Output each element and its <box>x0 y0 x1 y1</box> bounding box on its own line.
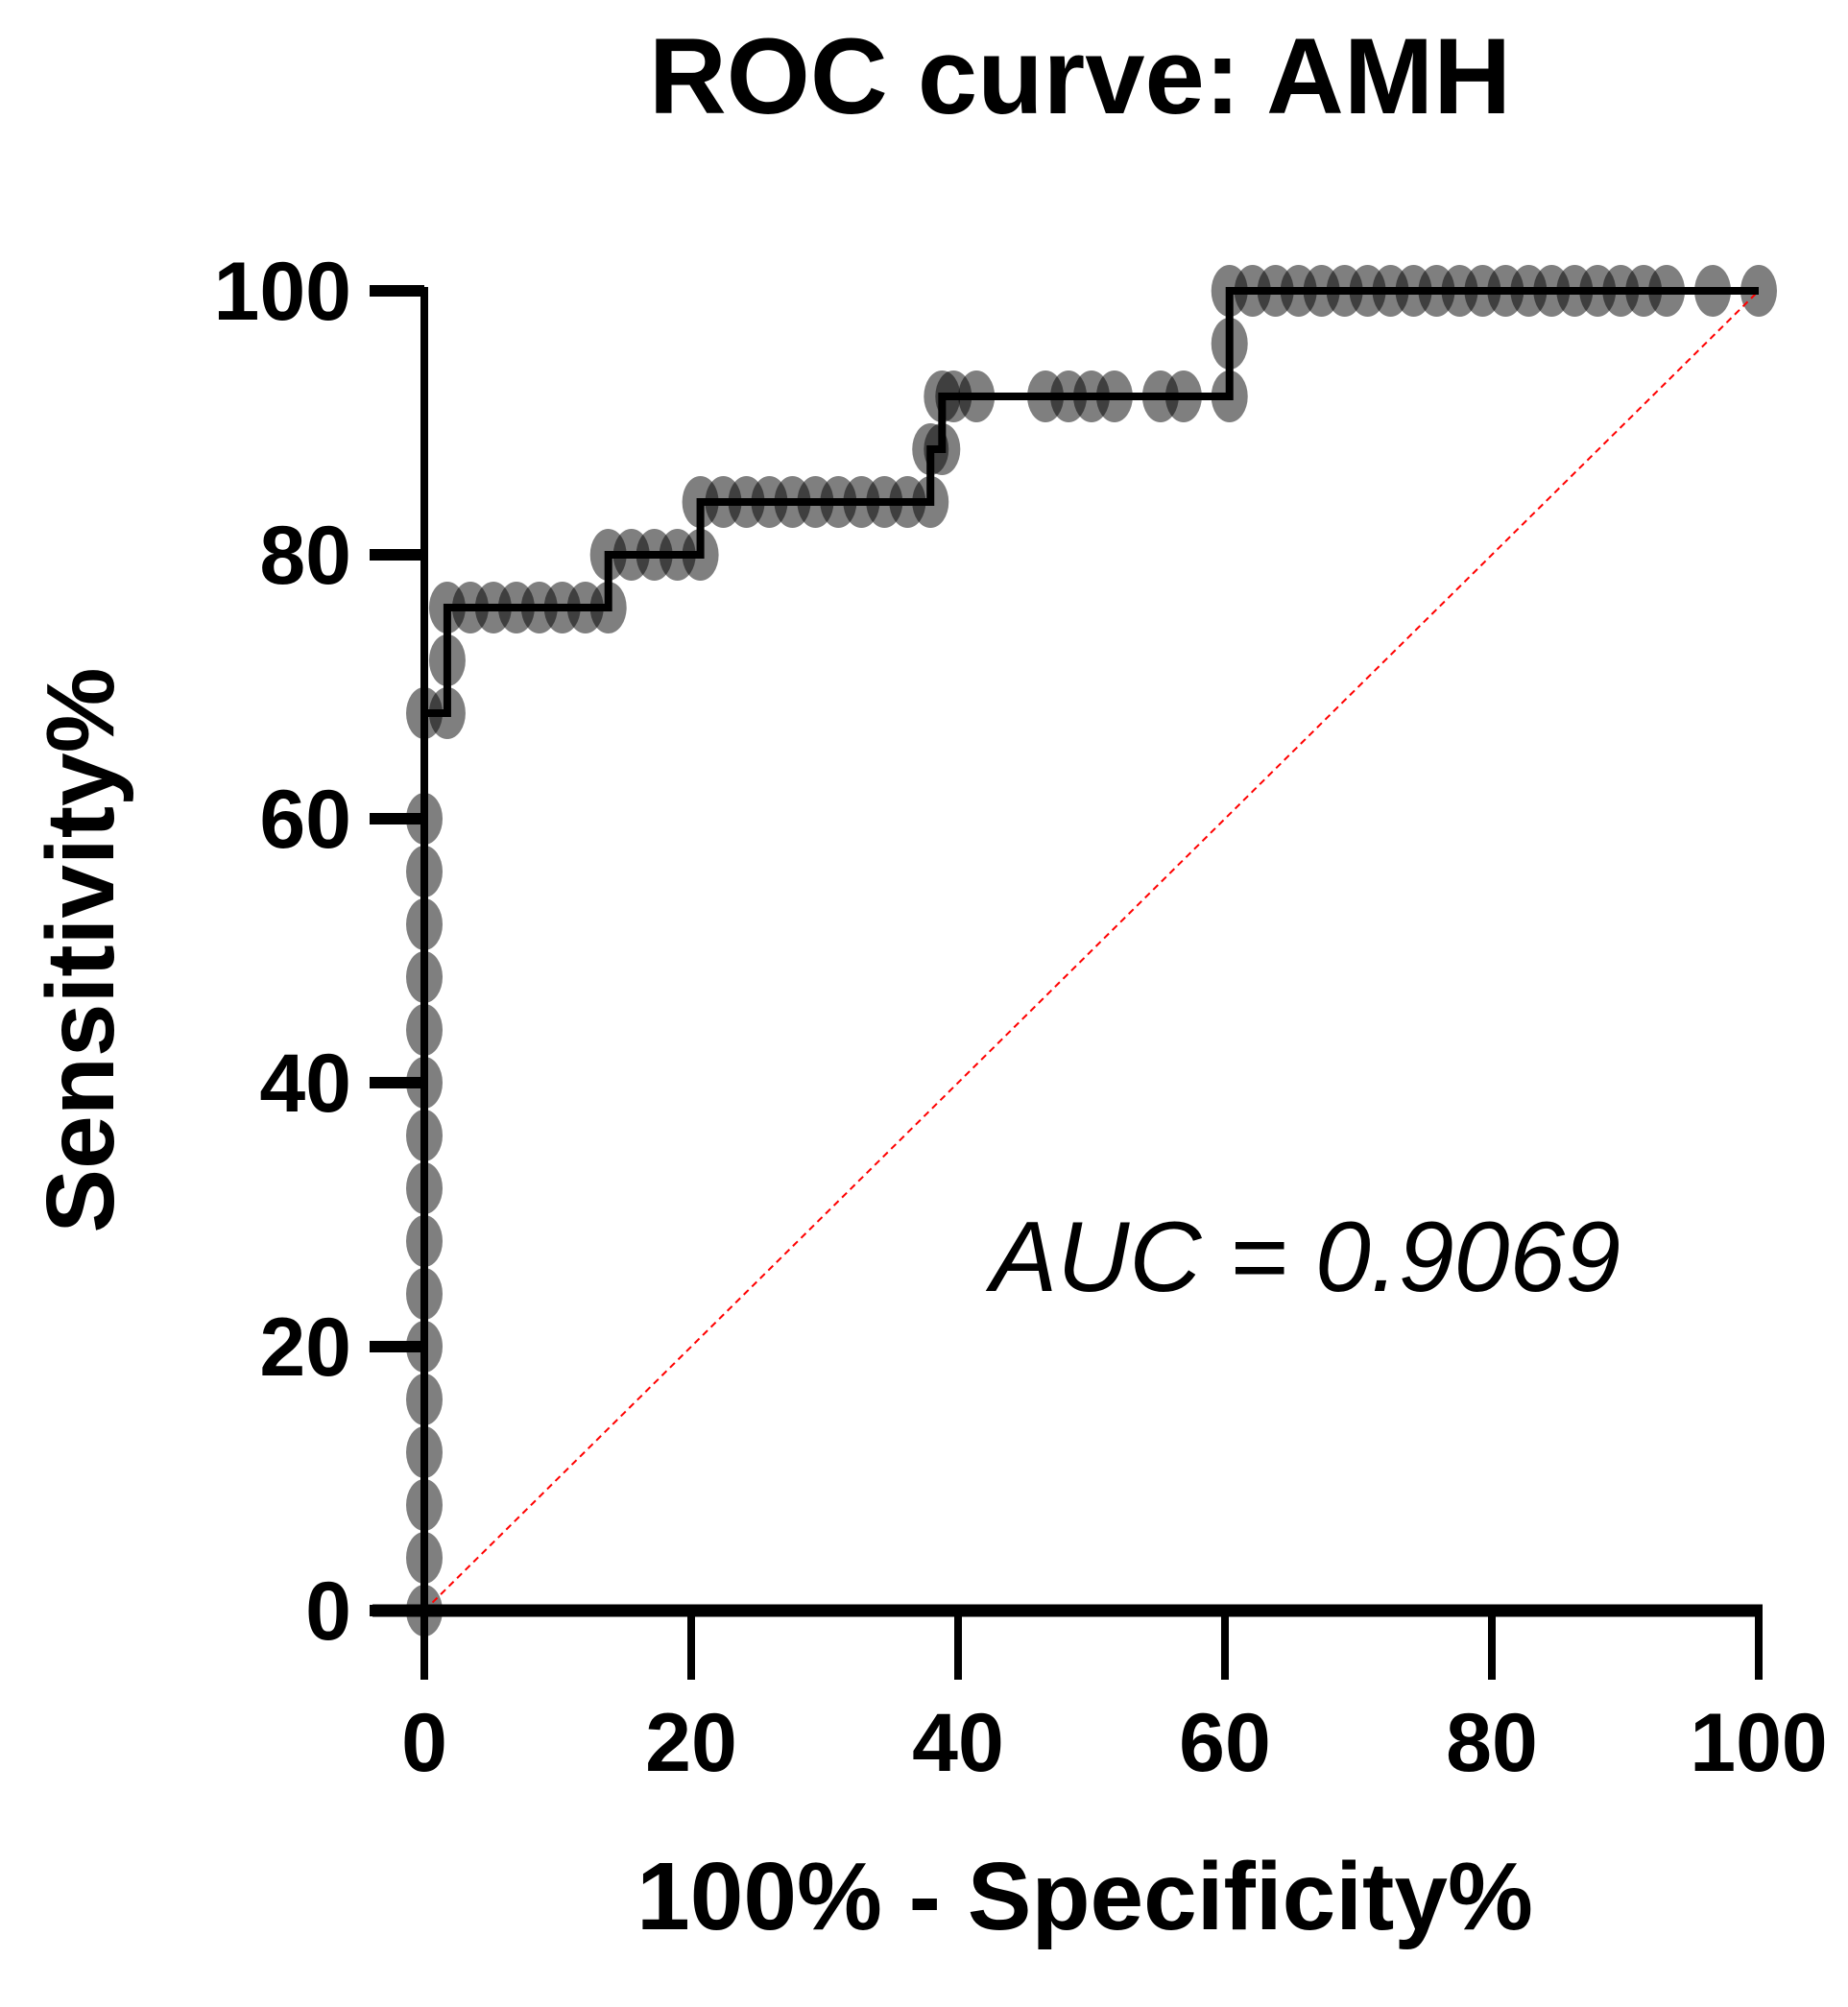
x-tick-label: 60 <box>1179 1697 1271 1789</box>
y-tick-label: 100 <box>214 246 352 338</box>
x-tick-label: 20 <box>645 1697 737 1789</box>
y-axis-label: Sensitivity% <box>27 667 134 1232</box>
x-tick-label: 0 <box>401 1697 447 1789</box>
x-axis-label: 100% - Specificity% <box>636 1843 1533 1950</box>
x-tick-label: 80 <box>1446 1697 1538 1789</box>
x-tick-label: 100 <box>1690 1697 1828 1789</box>
y-tick-label: 20 <box>259 1302 351 1394</box>
y-tick-label: 80 <box>259 510 351 602</box>
chart-title: ROC curve: AMH <box>649 16 1511 136</box>
auc-annotation: AUC = 0.9069 <box>985 1202 1620 1313</box>
axes: 0 20 40 60 80 100 0 20 40 60 80 100 <box>214 246 1828 1789</box>
y-tick-label: 40 <box>259 1038 351 1130</box>
reference-line <box>423 290 1760 1612</box>
x-tick-label: 40 <box>912 1697 1004 1789</box>
y-tick-label: 60 <box>259 774 351 866</box>
y-tick-label: 0 <box>305 1565 351 1658</box>
